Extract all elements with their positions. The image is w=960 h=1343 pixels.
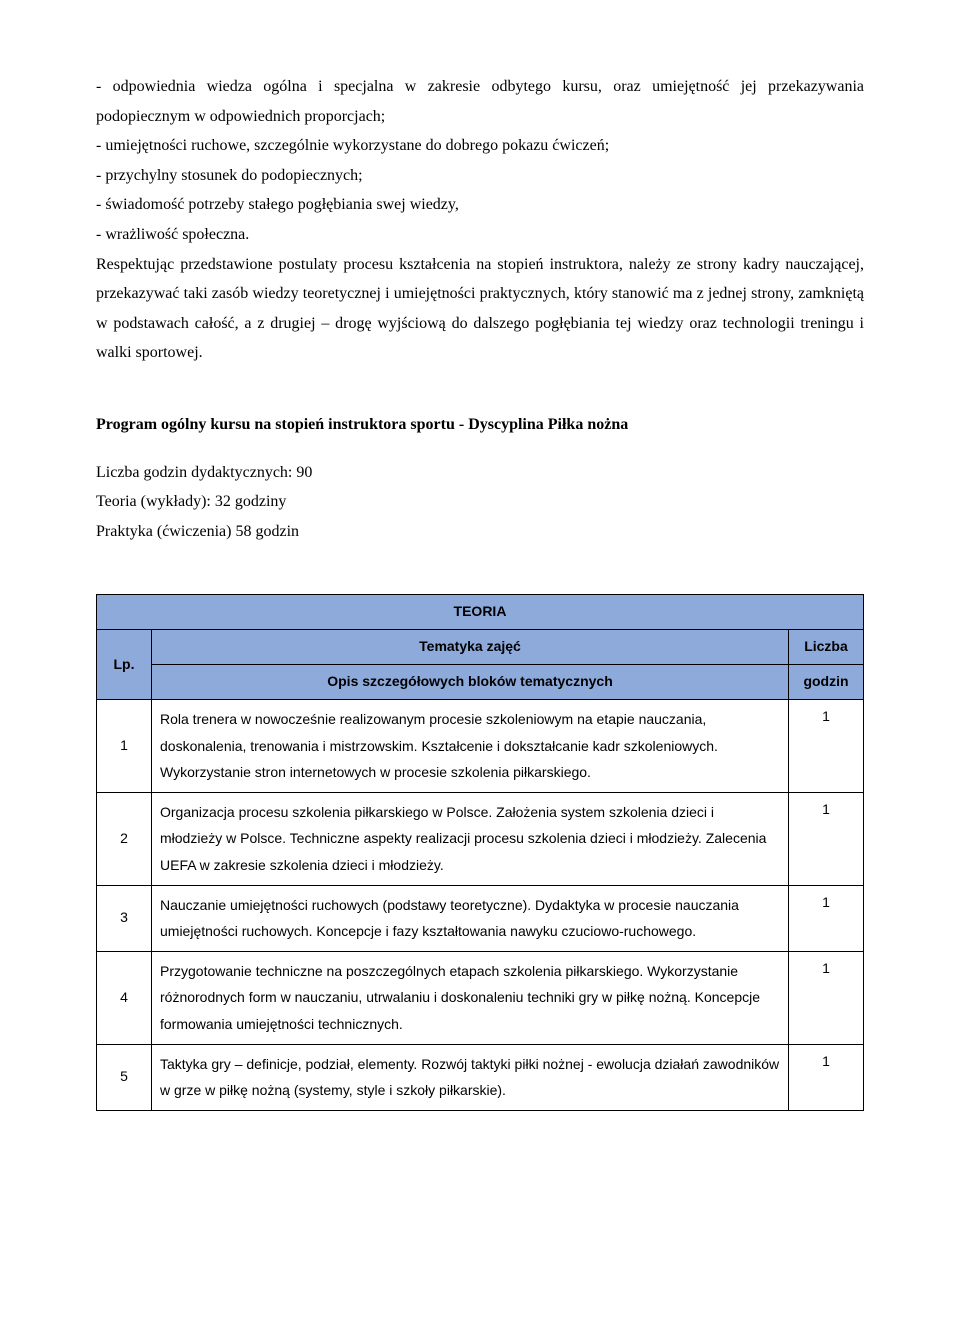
bullet-item: - przychylny stosunek do podopiecznych; (96, 161, 864, 191)
bullet-item: - umiejętności ruchowe, szczególnie wyko… (96, 131, 864, 161)
bullet-item: - odpowiednia wiedza ogólna i specjalna … (96, 72, 864, 131)
table-row: 4 Przygotowanie techniczne na poszczegól… (97, 951, 864, 1044)
cell-lp: 2 (97, 792, 152, 885)
cell-desc: Przygotowanie techniczne na poszczególny… (152, 951, 789, 1044)
body-paragraph: Respektując przedstawione postulaty proc… (96, 250, 864, 368)
table-title: TEORIA (97, 595, 864, 630)
bullet-list: - odpowiednia wiedza ogólna i specjalna … (96, 72, 864, 250)
theory-table: TEORIA Lp. Tematyka zajęć Liczba Opis sz… (96, 594, 864, 1110)
table-row: 5 Taktyka gry – definicje, podział, elem… (97, 1044, 864, 1110)
col-header-hours-2: godzin (789, 665, 864, 700)
table-row: 2 Organizacja procesu szkolenia piłkarsk… (97, 792, 864, 885)
bullet-item: - wrażliwość społeczna. (96, 220, 864, 250)
meta-practice-hours: Praktyka (ćwiczenia) 58 godzin (96, 517, 864, 547)
cell-desc: Rola trenera w nowocześnie realizowanym … (152, 699, 789, 792)
bullet-item: - świadomość potrzeby stałego pogłębiani… (96, 190, 864, 220)
section-title: Program ogólny kursu na stopień instrukt… (96, 410, 864, 440)
cell-lp: 5 (97, 1044, 152, 1110)
cell-desc: Taktyka gry – definicje, podział, elemen… (152, 1044, 789, 1110)
table-row: 3 Nauczanie umiejętności ruchowych (pods… (97, 885, 864, 951)
col-header-topic-1: Tematyka zajęć (152, 630, 789, 665)
cell-desc: Nauczanie umiejętności ruchowych (podsta… (152, 885, 789, 951)
cell-lp: 1 (97, 699, 152, 792)
meta-theory-hours: Teoria (wykłady): 32 godziny (96, 487, 864, 517)
cell-hours: 1 (789, 699, 864, 792)
cell-desc: Organizacja procesu szkolenia piłkarskie… (152, 792, 789, 885)
table-row: 1 Rola trenera w nowocześnie realizowany… (97, 699, 864, 792)
cell-hours: 1 (789, 885, 864, 951)
col-header-topic-2: Opis szczegółowych bloków tematycznych (152, 665, 789, 700)
cell-hours: 1 (789, 1044, 864, 1110)
col-header-hours-1: Liczba (789, 630, 864, 665)
cell-hours: 1 (789, 951, 864, 1044)
cell-lp: 3 (97, 885, 152, 951)
col-header-lp: Lp. (97, 630, 152, 700)
cell-hours: 1 (789, 792, 864, 885)
meta-hours-total: Liczba godzin dydaktycznych: 90 (96, 458, 864, 488)
cell-lp: 4 (97, 951, 152, 1044)
